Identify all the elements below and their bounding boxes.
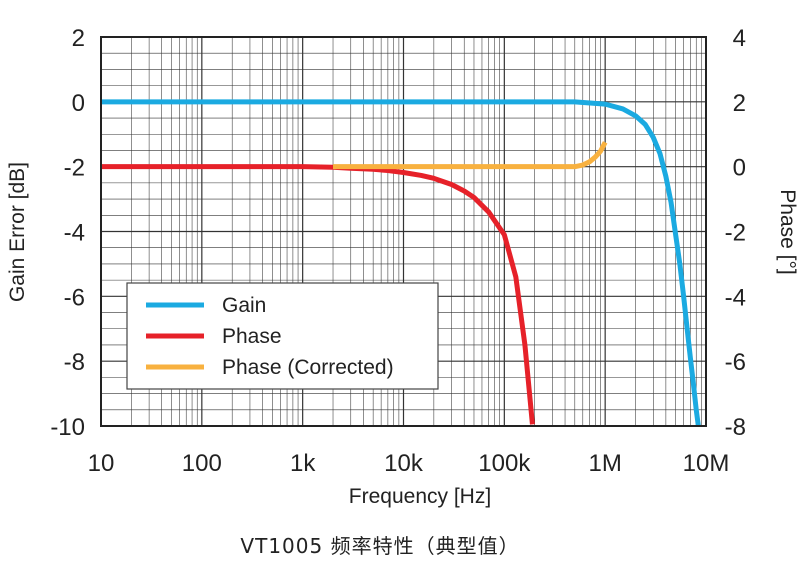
y-left-tick-label: 2 (72, 25, 85, 52)
plot-frame (100, 36, 707, 427)
legend: Gain Phase Phase (Corrected) (126, 282, 439, 390)
frequency-response-chart: 10 100 1k 10k 100k 1M 10M 2 0 -2 -4 -6 -8 -10 4 2 0 -2 -… (6, 25, 799, 508)
x-tick-label: 10M (683, 450, 730, 477)
x-tick-label: 1k (290, 450, 316, 477)
y-right-axis-label: Phase [°] (776, 189, 799, 274)
y-left-tick-label: -8 (64, 349, 85, 376)
series-line-gain (101, 99, 701, 427)
x-tick-label: 100 (182, 450, 222, 477)
y-left-tick-labels: 2 0 -2 -4 -6 -8 -10 (50, 25, 85, 441)
y-left-tick-label: 0 (72, 90, 85, 117)
y-right-tick-label: -8 (725, 414, 746, 441)
y-right-tick-label: 2 (733, 90, 746, 117)
y-left-tick-label: -6 (64, 284, 85, 311)
x-tick-label: 10 (88, 450, 115, 477)
y-left-axis-label: Gain Error [dB] (6, 162, 29, 302)
legend-label-phase: Phase (222, 325, 282, 348)
y-left-tick-label: -4 (64, 220, 85, 247)
x-tick-labels: 10 100 1k 10k 100k 1M 10M (88, 450, 730, 477)
x-tick-label: 100k (478, 450, 531, 477)
y-right-tick-label: 0 (733, 155, 746, 182)
legend-label-gain: Gain (222, 294, 266, 317)
legend-label-phase-corrected: Phase (Corrected) (222, 356, 394, 379)
y-right-tick-labels: 4 2 0 -2 -4 -6 -8 (725, 25, 746, 441)
y-right-tick-label: 4 (733, 25, 746, 52)
y-right-tick-label: -2 (725, 220, 746, 247)
y-right-tick-label: -4 (725, 284, 746, 311)
x-tick-label: 1M (588, 450, 621, 477)
series-line-phase-corrected (333, 141, 608, 170)
plot-series (101, 99, 701, 427)
y-left-tick-label: -2 (64, 155, 85, 182)
x-tick-label: 10k (384, 450, 424, 477)
y-left-tick-label: -10 (50, 414, 85, 441)
y-right-tick-label: -6 (725, 349, 746, 376)
figure-caption: VT1005 频率特性（典型值） (240, 534, 520, 558)
x-axis-label: Frequency [Hz] (349, 485, 491, 508)
